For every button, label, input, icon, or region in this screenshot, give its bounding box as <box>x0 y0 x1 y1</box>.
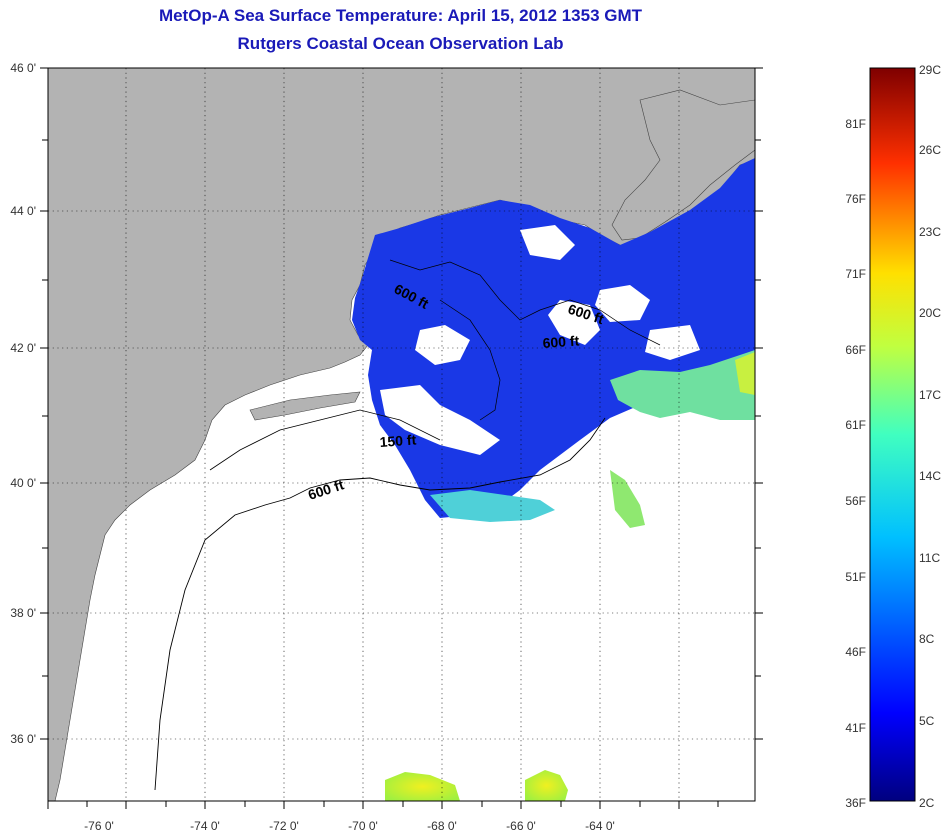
latitude-labels: 46 0' 44 0' 42 0' 40 0' 38 0' 36 0' <box>10 61 36 746</box>
depth-contour-line <box>209 409 441 471</box>
colorbar-f-label: 56F <box>845 494 866 508</box>
cloud-gap <box>520 225 575 260</box>
lon-label: -76 0' <box>84 819 114 833</box>
lon-label: -74 0' <box>190 819 220 833</box>
cloud-gap <box>645 325 700 360</box>
warm-sst-patch <box>610 350 755 420</box>
colorbar-celsius-labels: 29C 26C 23C 20C 17C 14C 11C 8C 5C 2C <box>919 63 941 810</box>
depth-contour-line <box>154 417 606 791</box>
warm-sst-patch <box>385 772 460 801</box>
colorbar-c-label: 29C <box>919 63 941 77</box>
colorbar-f-label: 36F <box>845 796 866 810</box>
colorbar-c-label: 23C <box>919 225 941 239</box>
lon-label: -72 0' <box>269 819 299 833</box>
colorbar-c-label: 8C <box>919 632 935 646</box>
warm-sst-patch <box>430 490 555 522</box>
colorbar-c-label: 26C <box>919 143 941 157</box>
colorbar-f-label: 61F <box>845 418 866 432</box>
cloud-gap <box>380 385 500 455</box>
lon-label: -64 0' <box>585 819 615 833</box>
colorbar-f-label: 51F <box>845 570 866 584</box>
lat-label: 36 0' <box>10 732 36 746</box>
colorbar-c-label: 14C <box>919 469 941 483</box>
axis-ticks <box>40 67 763 809</box>
cloud-gap <box>415 325 470 365</box>
map-subtitle: Rutgers Coastal Ocean Observation Lab <box>237 34 564 53</box>
colorbar-f-label: 81F <box>845 117 866 131</box>
longitude-labels: -76 0' -74 0' -72 0' -70 0' -68 0' -66 0… <box>84 819 615 833</box>
lon-label: -68 0' <box>427 819 457 833</box>
colorbar-f-label: 46F <box>845 645 866 659</box>
colorbar-c-label: 2C <box>919 796 935 810</box>
lat-label: 38 0' <box>10 606 36 620</box>
warm-sst-patch <box>735 352 755 395</box>
colorbar <box>869 67 916 802</box>
colorbar-c-label: 17C <box>919 388 941 402</box>
long-island <box>249 391 361 421</box>
lat-label: 42 0' <box>10 341 36 355</box>
colorbar-c-label: 5C <box>919 714 935 728</box>
depth-contour-line <box>439 299 501 421</box>
depth-contour-line <box>389 259 661 346</box>
warm-sst-patch <box>610 470 645 528</box>
cloud-gap <box>548 300 600 345</box>
depth-label: 600 ft <box>542 332 580 351</box>
nova-scotia <box>611 89 755 241</box>
lat-label: 46 0' <box>10 61 36 75</box>
colorbar-c-label: 11C <box>919 551 940 565</box>
colorbar-c-label: 20C <box>919 306 941 320</box>
graticule <box>48 68 755 801</box>
lon-label: -70 0' <box>348 819 378 833</box>
depth-label: 150 ft <box>379 431 417 450</box>
lon-label: -66 0' <box>506 819 536 833</box>
colorbar-f-label: 71F <box>845 267 866 281</box>
colorbar-f-label: 76F <box>845 192 866 206</box>
colorbar-f-label: 66F <box>845 343 866 357</box>
warm-sst-patch <box>525 770 568 801</box>
cloud-gap <box>595 285 650 322</box>
lat-label: 40 0' <box>10 476 36 490</box>
colorbar-fahrenheit-labels: 81F 76F 71F 66F 61F 56F 51F 46F 41F 36F <box>845 117 866 810</box>
map-frame <box>47 67 756 802</box>
map-title: MetOp-A Sea Surface Temperature: April 1… <box>158 6 643 25</box>
colorbar-f-label: 41F <box>845 721 866 735</box>
lat-label: 44 0' <box>10 204 36 218</box>
